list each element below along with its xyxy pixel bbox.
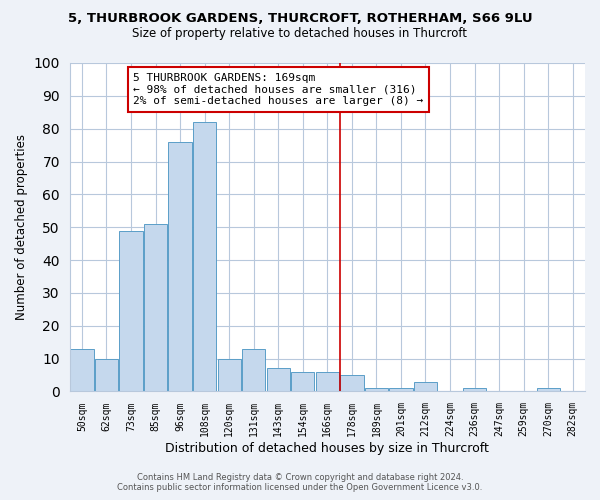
Text: 5 THURBROOK GARDENS: 169sqm
← 98% of detached houses are smaller (316)
2% of sem: 5 THURBROOK GARDENS: 169sqm ← 98% of det… [133,73,424,106]
Bar [218,358,241,392]
Bar [266,368,290,392]
Y-axis label: Number of detached properties: Number of detached properties [15,134,28,320]
Bar [95,358,118,392]
Bar [389,388,413,392]
Bar [365,388,388,392]
Bar [463,388,486,392]
Bar [193,122,216,392]
Bar [119,230,143,392]
Text: 5, THURBROOK GARDENS, THURCROFT, ROTHERHAM, S66 9LU: 5, THURBROOK GARDENS, THURCROFT, ROTHERH… [68,12,532,26]
Bar [242,349,265,392]
Bar [316,372,339,392]
Bar [169,142,192,392]
Bar [536,388,560,392]
Text: Size of property relative to detached houses in Thurcroft: Size of property relative to detached ho… [133,28,467,40]
Bar [340,375,364,392]
Bar [291,372,314,392]
X-axis label: Distribution of detached houses by size in Thurcroft: Distribution of detached houses by size … [166,442,489,455]
Bar [70,349,94,392]
Text: Contains HM Land Registry data © Crown copyright and database right 2024.
Contai: Contains HM Land Registry data © Crown c… [118,473,482,492]
Bar [144,224,167,392]
Bar [414,382,437,392]
